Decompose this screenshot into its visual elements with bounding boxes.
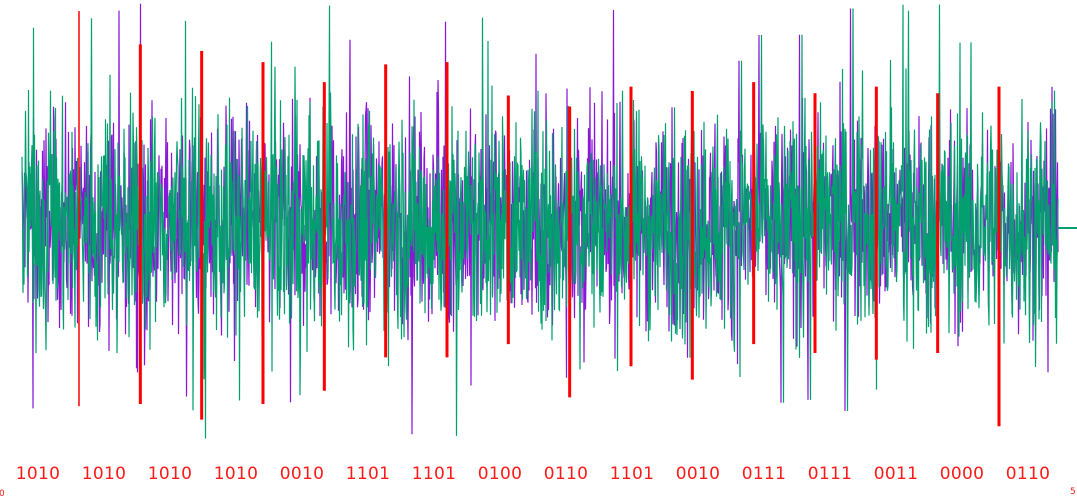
bit-group-label: 1010: [82, 464, 126, 484]
edge-label-left: 0: [0, 489, 5, 496]
bit-group-label: 1010: [148, 464, 192, 484]
signal-traces: [21, 3, 1059, 439]
bit-group-label: 0010: [676, 464, 720, 484]
bit-group-label: 1010: [214, 464, 258, 484]
edge-label-right: 5: [1070, 487, 1076, 496]
bit-group-label: 0011: [874, 464, 918, 484]
bit-group-label: 0110: [544, 464, 588, 484]
bit-group-label: 0110: [1006, 464, 1050, 484]
bit-boundary-markers: [78, 11, 1001, 427]
bit-group-label: 0111: [808, 464, 852, 484]
bit-group-label: 0100: [478, 464, 522, 484]
bit-group-label: 0010: [280, 464, 324, 484]
bit-group-label: 1101: [412, 464, 456, 484]
bit-group-label: 0111: [742, 464, 786, 484]
green-noise-trace: [21, 4, 1059, 439]
bit-group-label: 1101: [346, 464, 390, 484]
bit-group-label: 1010: [16, 464, 60, 484]
bit-group-labels: 1010 1010 1010 1010 0010 1101 1101 0100 0110 1101…: [16, 464, 1050, 484]
bit-group-label: 0000: [940, 464, 984, 484]
bit-group-label: 1101: [610, 464, 654, 484]
